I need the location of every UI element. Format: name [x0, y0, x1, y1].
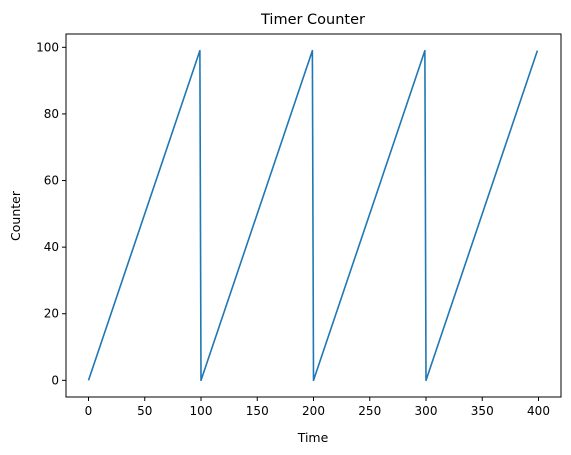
- x-tick-label: 300: [415, 404, 438, 418]
- series-line-0: [87, 49, 539, 382]
- x-tick-label: 150: [246, 404, 269, 418]
- y-tick-label: 20: [44, 307, 59, 321]
- y-axis-label: Counter: [8, 190, 23, 241]
- x-tick-label: 400: [527, 404, 550, 418]
- x-tick-label: 350: [471, 404, 494, 418]
- y-axis: 0 20 40 60 80 100: [36, 40, 66, 387]
- x-tick-label: 100: [190, 404, 213, 418]
- x-tick-label: 0: [85, 404, 93, 418]
- plot-lines: [87, 49, 539, 382]
- y-tick-label: 0: [51, 373, 59, 387]
- y-tick-label: 80: [44, 107, 59, 121]
- x-tick-label: 200: [302, 404, 325, 418]
- y-tick-label: 100: [36, 40, 59, 54]
- x-tick-label: 50: [137, 404, 152, 418]
- x-axis: 0 50 100 150 200 250 300 350 400: [85, 397, 550, 418]
- plot-frame: [65, 33, 562, 398]
- y-tick-label: 60: [44, 174, 59, 188]
- x-tick-label: 250: [358, 404, 381, 418]
- y-tick-label: 40: [44, 240, 59, 254]
- chart-title: Timer Counter: [260, 12, 365, 28]
- x-axis-label: Time: [297, 430, 329, 445]
